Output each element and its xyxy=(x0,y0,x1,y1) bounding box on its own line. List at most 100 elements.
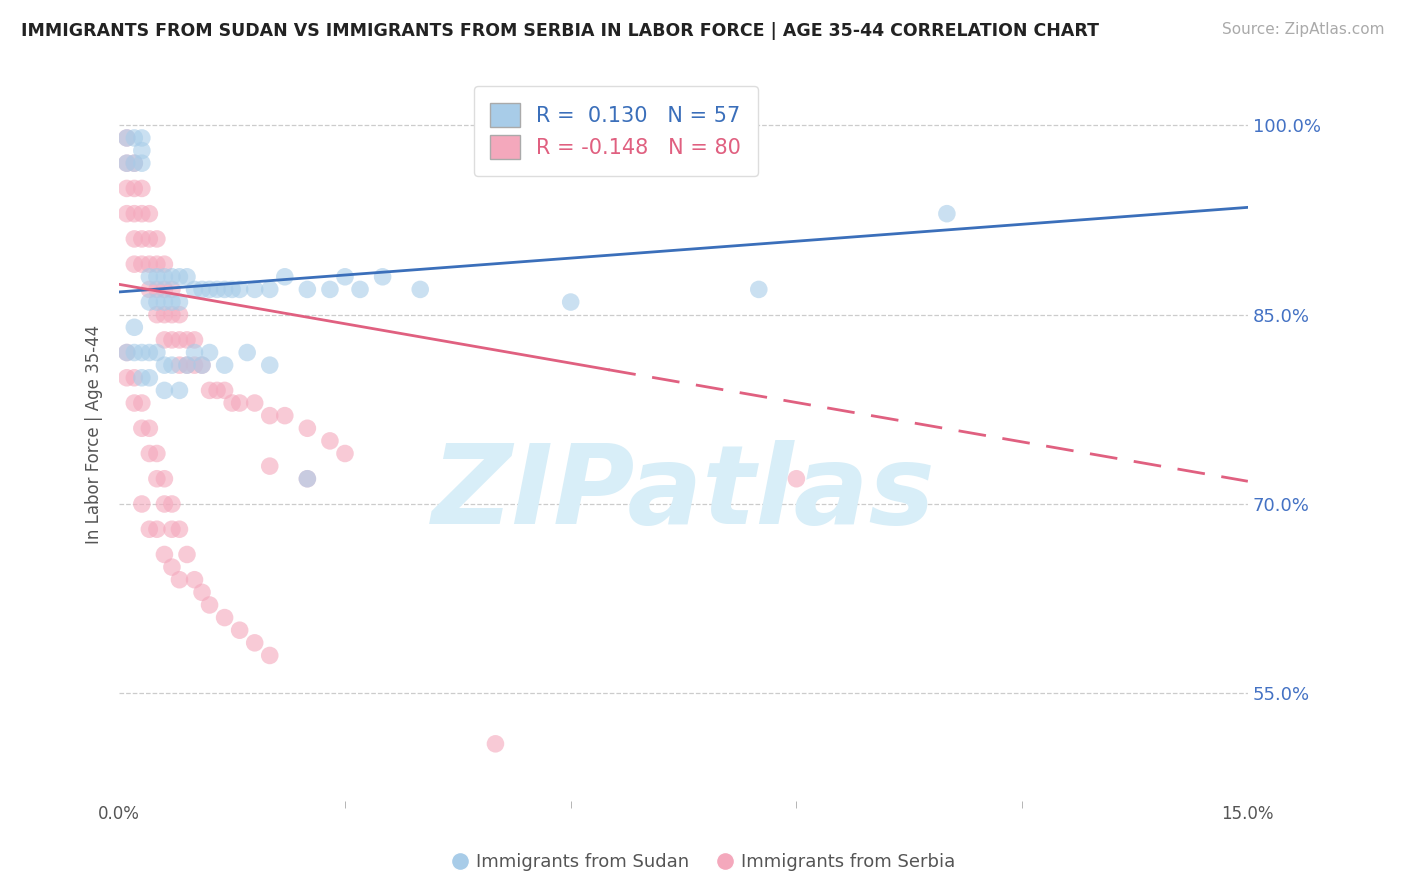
Point xyxy=(153,548,176,562)
Point xyxy=(138,522,160,536)
Point xyxy=(205,384,228,398)
Point xyxy=(274,409,297,423)
Point xyxy=(131,421,153,435)
Point xyxy=(243,396,266,410)
Y-axis label: In Labor Force | Age 35-44: In Labor Force | Age 35-44 xyxy=(86,325,103,544)
Point xyxy=(169,573,191,587)
Point xyxy=(138,345,160,359)
Point xyxy=(274,269,297,284)
Point xyxy=(124,232,146,246)
Point xyxy=(243,282,266,296)
Point xyxy=(115,156,138,170)
Point xyxy=(131,371,153,385)
Point xyxy=(138,269,160,284)
Point xyxy=(138,257,160,271)
Point xyxy=(153,333,176,347)
Point xyxy=(146,295,169,310)
Point xyxy=(169,384,191,398)
Point xyxy=(160,358,183,372)
Point xyxy=(115,156,138,170)
Point xyxy=(146,282,169,296)
Point xyxy=(169,358,191,372)
Point xyxy=(138,371,160,385)
Point xyxy=(228,624,250,638)
Point xyxy=(160,295,183,310)
Point xyxy=(146,446,169,460)
Point xyxy=(153,497,176,511)
Point xyxy=(198,384,221,398)
Point xyxy=(319,434,342,448)
Point xyxy=(131,207,153,221)
Point xyxy=(146,522,169,536)
Point xyxy=(153,384,176,398)
Point xyxy=(138,207,160,221)
Point xyxy=(124,156,146,170)
Point xyxy=(146,472,169,486)
Point xyxy=(131,181,153,195)
Point xyxy=(183,333,205,347)
Point xyxy=(153,472,176,486)
Point xyxy=(124,131,146,145)
Point xyxy=(297,472,319,486)
Point xyxy=(115,181,138,195)
Point xyxy=(748,282,770,296)
Point xyxy=(146,308,169,322)
Point xyxy=(214,282,236,296)
Point xyxy=(297,282,319,296)
Point xyxy=(160,269,183,284)
Point xyxy=(169,269,191,284)
Point xyxy=(183,345,205,359)
Point xyxy=(115,131,138,145)
Point xyxy=(169,333,191,347)
Point xyxy=(221,396,243,410)
Point xyxy=(146,345,169,359)
Point xyxy=(124,371,146,385)
Point xyxy=(153,282,176,296)
Point xyxy=(153,308,176,322)
Point xyxy=(243,636,266,650)
Point xyxy=(214,610,236,624)
Legend: R =  0.130   N = 57, R = -0.148   N = 80: R = 0.130 N = 57, R = -0.148 N = 80 xyxy=(474,87,758,176)
Point xyxy=(183,573,205,587)
Point xyxy=(138,232,160,246)
Point xyxy=(198,598,221,612)
Point xyxy=(371,269,394,284)
Point xyxy=(349,282,371,296)
Point xyxy=(333,269,356,284)
Point xyxy=(228,396,250,410)
Point xyxy=(131,497,153,511)
Point xyxy=(131,345,153,359)
Point xyxy=(214,358,236,372)
Point xyxy=(131,232,153,246)
Text: IMMIGRANTS FROM SUDAN VS IMMIGRANTS FROM SERBIA IN LABOR FORCE | AGE 35-44 CORRE: IMMIGRANTS FROM SUDAN VS IMMIGRANTS FROM… xyxy=(21,22,1099,40)
Point xyxy=(153,257,176,271)
Point xyxy=(131,131,153,145)
Point xyxy=(176,548,198,562)
Point xyxy=(198,345,221,359)
Point xyxy=(146,232,169,246)
Point xyxy=(160,308,183,322)
Point xyxy=(259,648,281,663)
Point xyxy=(124,181,146,195)
Point xyxy=(131,396,153,410)
Point xyxy=(153,269,176,284)
Text: Source: ZipAtlas.com: Source: ZipAtlas.com xyxy=(1222,22,1385,37)
Point xyxy=(169,308,191,322)
Point xyxy=(138,446,160,460)
Point xyxy=(319,282,342,296)
Point xyxy=(169,295,191,310)
Point xyxy=(409,282,432,296)
Point xyxy=(333,446,356,460)
Point xyxy=(124,320,146,334)
Point xyxy=(236,345,259,359)
Point xyxy=(124,257,146,271)
Text: ZIPatlas: ZIPatlas xyxy=(432,440,935,547)
Point xyxy=(115,345,138,359)
Point xyxy=(124,396,146,410)
Legend: Immigrants from Sudan, Immigrants from Serbia: Immigrants from Sudan, Immigrants from S… xyxy=(443,847,963,879)
Point xyxy=(138,282,160,296)
Point xyxy=(176,358,198,372)
Point xyxy=(259,282,281,296)
Point xyxy=(153,295,176,310)
Point xyxy=(160,522,183,536)
